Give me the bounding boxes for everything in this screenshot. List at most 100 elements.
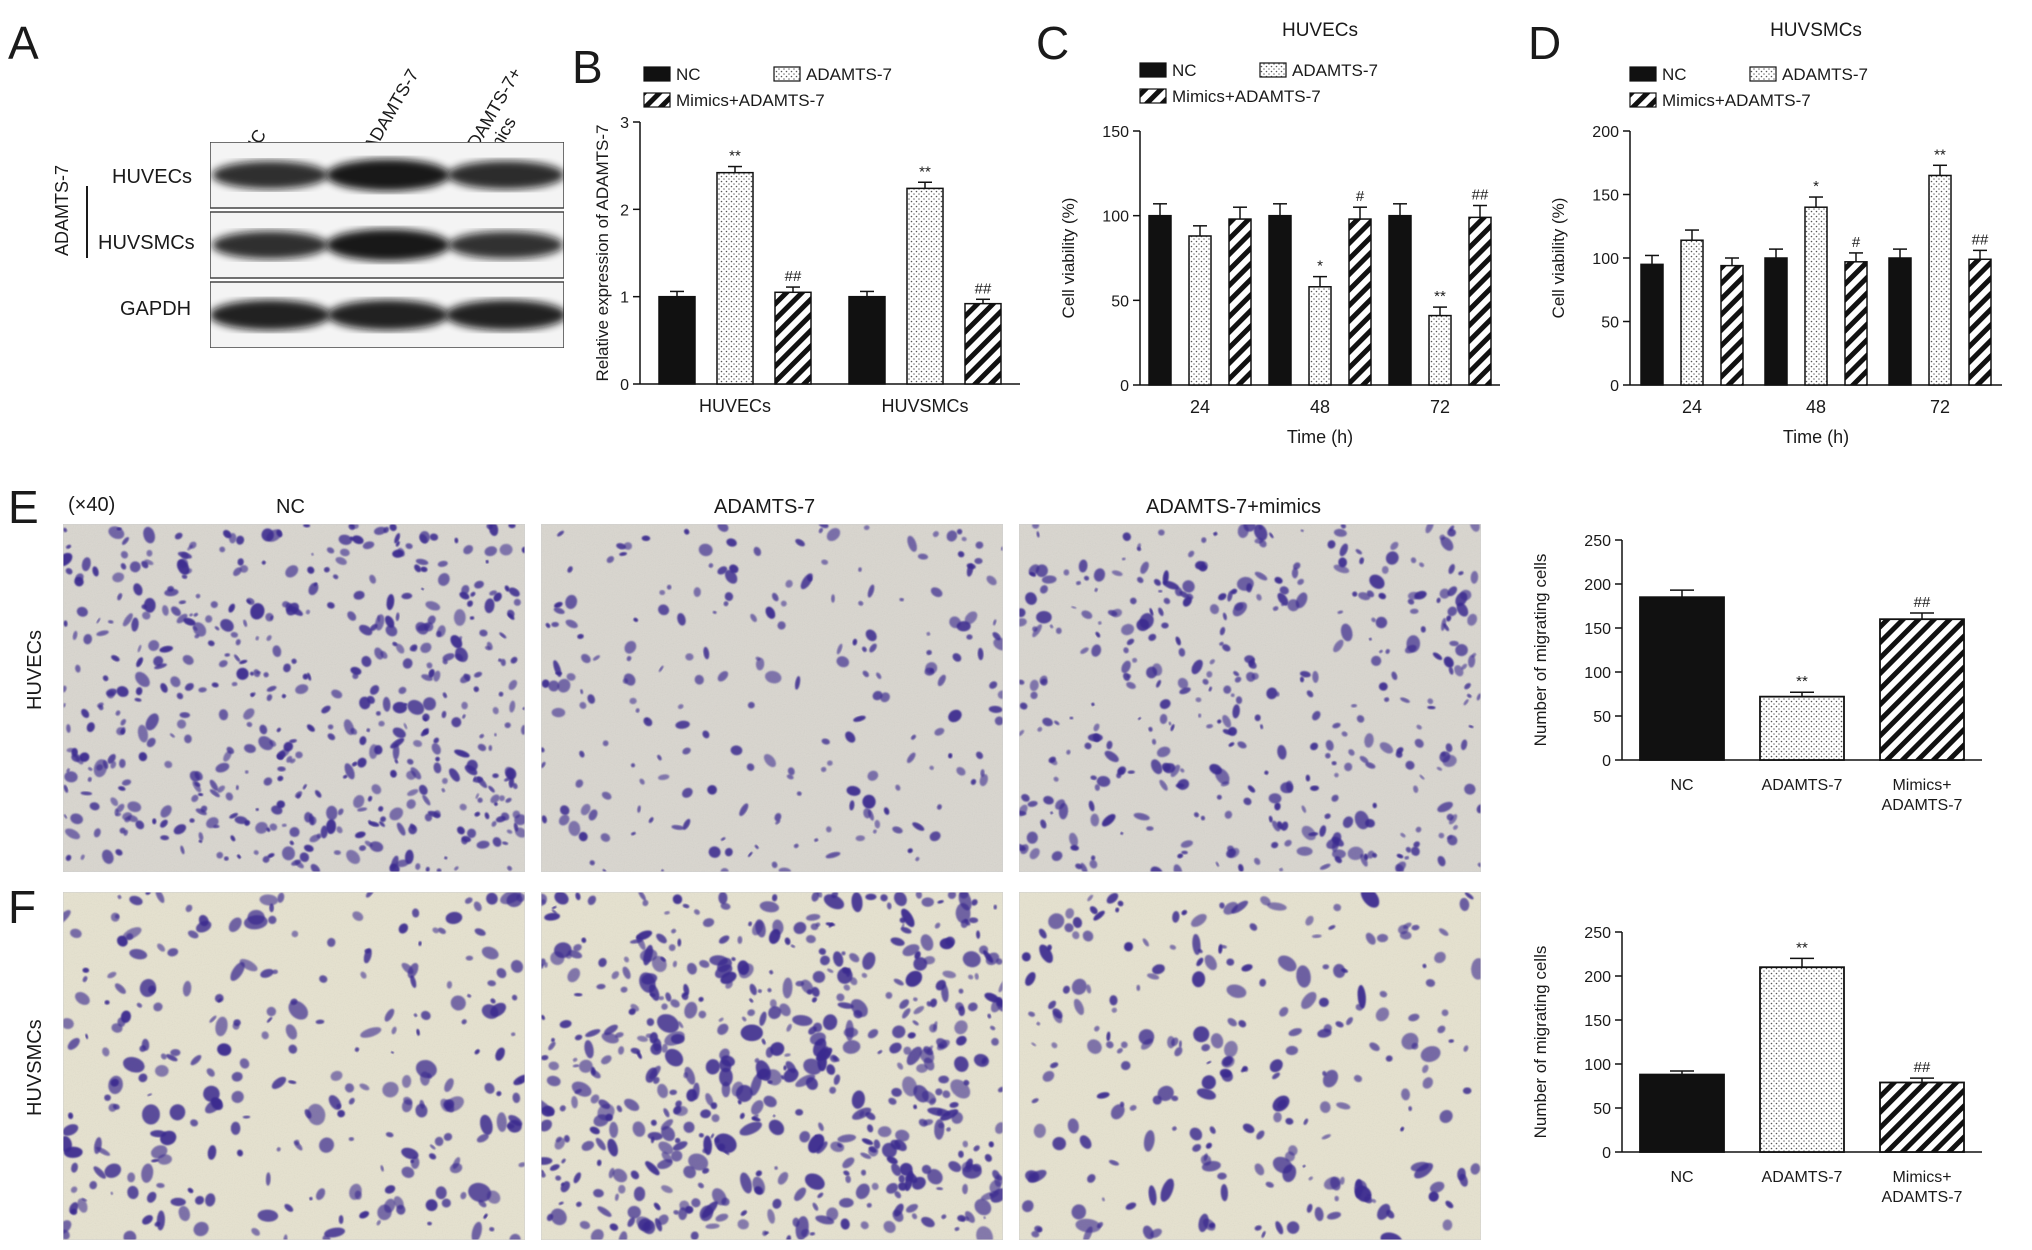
bar xyxy=(1759,966,1845,1153)
stained-cell xyxy=(108,526,125,540)
stained-cell xyxy=(877,1126,892,1138)
stained-cell xyxy=(276,1147,281,1152)
x-axis-label: Time (h) xyxy=(1287,427,1353,447)
stained-cell xyxy=(849,953,860,963)
stained-cell xyxy=(64,771,78,783)
stained-cell xyxy=(724,569,738,584)
stained-cell xyxy=(823,894,845,910)
stained-cell xyxy=(433,670,441,682)
stained-cell xyxy=(1322,964,1330,970)
stained-cell xyxy=(496,1091,502,1097)
stained-cell xyxy=(143,597,156,613)
y-tick-label: 150 xyxy=(1592,188,1619,205)
stained-cell xyxy=(290,998,298,1006)
stained-cell xyxy=(1348,749,1355,756)
stained-cell xyxy=(1411,924,1420,931)
stained-cell xyxy=(141,1163,154,1183)
stained-cell xyxy=(741,1016,747,1022)
stained-cell xyxy=(737,1219,749,1230)
stained-cell xyxy=(936,1039,950,1051)
stained-cell xyxy=(777,621,786,630)
stained-cell xyxy=(1093,568,1106,582)
stained-cell xyxy=(470,591,476,597)
stained-cell xyxy=(1120,1061,1131,1071)
stained-cell xyxy=(1033,1123,1046,1138)
stained-cell xyxy=(214,626,220,631)
stained-cell xyxy=(1133,812,1150,821)
stained-cell xyxy=(559,1020,572,1029)
stained-cell xyxy=(267,853,275,859)
stained-cell xyxy=(135,687,143,696)
stained-cell xyxy=(1322,1069,1339,1088)
stained-cell xyxy=(629,697,637,705)
stained-cell xyxy=(1111,1007,1117,1013)
stained-cell xyxy=(1175,636,1181,646)
stained-cell xyxy=(390,769,397,778)
stained-cell xyxy=(767,1209,775,1224)
stained-cell xyxy=(551,621,559,628)
stained-cell xyxy=(941,1214,947,1220)
stained-cell xyxy=(746,763,755,771)
stained-cell xyxy=(1223,1040,1238,1058)
stained-cell xyxy=(623,673,636,686)
stained-cell xyxy=(484,546,498,557)
stained-cell xyxy=(548,680,560,692)
stained-cell xyxy=(136,657,144,668)
stained-cell xyxy=(858,600,864,606)
stained-cell xyxy=(306,724,315,732)
stained-cell xyxy=(169,1104,186,1121)
stained-cell xyxy=(665,992,672,1002)
stained-cell xyxy=(942,1090,951,1099)
stained-cell xyxy=(805,1077,818,1090)
stained-cell xyxy=(379,821,386,827)
stained-cell xyxy=(432,927,439,934)
stained-cell xyxy=(865,893,877,901)
stained-cell xyxy=(179,712,191,718)
stained-cell xyxy=(607,1138,618,1157)
stained-cell xyxy=(210,601,218,609)
stained-cell xyxy=(1066,749,1071,755)
stained-cell xyxy=(1122,532,1131,542)
stained-cell xyxy=(591,1066,596,1076)
stained-cell xyxy=(277,775,284,782)
stained-cell xyxy=(1326,1211,1341,1220)
stained-cell xyxy=(883,807,890,815)
stained-cell xyxy=(1286,1221,1300,1234)
stained-cell xyxy=(849,977,858,986)
stained-cell xyxy=(415,1059,437,1079)
stained-cell xyxy=(237,558,244,566)
stained-cell xyxy=(66,747,75,753)
stained-cell xyxy=(1153,578,1161,586)
stained-cell xyxy=(1261,1231,1266,1238)
stained-cell xyxy=(1192,933,1201,955)
stained-cell xyxy=(63,1229,70,1240)
stained-cell xyxy=(104,1163,122,1178)
stained-cell xyxy=(899,597,905,602)
stained-cell xyxy=(1230,693,1235,698)
stained-cell xyxy=(1371,655,1382,666)
stained-cell xyxy=(806,989,813,995)
stained-cell xyxy=(660,1119,674,1131)
stained-cell xyxy=(818,948,827,955)
bar xyxy=(1639,1073,1725,1153)
stained-cell xyxy=(1340,1176,1345,1185)
significance-mark: ## xyxy=(975,280,992,297)
stained-cell xyxy=(1476,693,1481,701)
y-tick-label: 50 xyxy=(1593,1101,1611,1118)
stained-cell xyxy=(160,1053,167,1060)
stained-cell xyxy=(288,1044,298,1054)
stained-cell xyxy=(684,1001,698,1019)
stained-cell xyxy=(510,656,518,664)
stained-cell xyxy=(917,553,929,560)
stained-cell xyxy=(639,778,645,785)
stained-cell xyxy=(702,918,715,928)
stained-cell xyxy=(160,683,168,693)
stained-cell xyxy=(677,704,684,710)
stained-cell xyxy=(152,818,157,825)
stained-cell xyxy=(500,892,522,905)
stained-cell xyxy=(974,557,983,565)
stained-cell xyxy=(668,944,676,952)
stained-cell xyxy=(1407,598,1415,605)
stained-cell xyxy=(831,892,839,899)
